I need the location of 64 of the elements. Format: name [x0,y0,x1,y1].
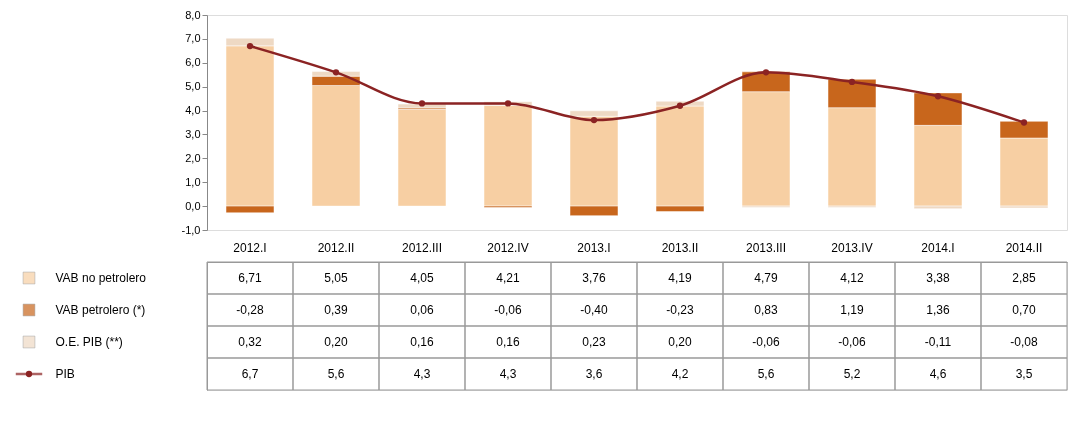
y-tick-label: 3,0 [185,127,201,140]
data-label: 6,71 [238,271,262,285]
data-label: 1,36 [926,303,950,317]
data-label: 0,39 [324,303,348,317]
data-label: 5,05 [324,271,348,285]
legend-label: VAB petrolero (*) [55,303,146,317]
x-tick-label: 2012.I [233,240,267,255]
data-label: -0,06 [752,335,780,349]
x-tick-label: 2012.II [317,240,355,255]
data-label: 0,70 [1012,303,1036,317]
data-label: -0,06 [494,303,522,317]
y-tick-label: -1,0 [181,223,201,236]
y-tick-label: 6,0 [185,56,201,69]
data-label: 4,2 [671,367,689,381]
y-tick-label: 4,0 [185,104,201,117]
y-tick-label: 1,0 [185,175,201,188]
data-label: -0,11 [924,335,952,349]
data-label: 4,12 [840,271,864,285]
data-label: 5,6 [757,367,775,381]
x-tick-label: 2013.I [577,240,611,255]
data-label: 0,20 [324,335,348,349]
data-label: 3,38 [926,271,950,285]
data-label: 5,2 [843,367,861,381]
y-tick-label: 2,0 [185,151,201,164]
data-label: 2,85 [1012,271,1036,285]
y-tick-label: 5,0 [185,80,201,93]
data-label: 4,19 [668,271,692,285]
data-label: 3,6 [585,367,603,381]
data-label: 4,3 [499,367,517,381]
data-label: 4,79 [754,271,778,285]
data-label: -0,08 [1010,335,1038,349]
data-label: 0,20 [668,335,692,349]
data-label: 5,6 [327,367,345,381]
data-label: -0,23 [666,303,694,317]
x-tick-label: 2012.III [401,240,443,255]
data-label: -0,28 [236,303,264,317]
x-tick-label: 2014.II [1005,240,1043,255]
legend-label: VAB no petrolero [55,271,147,285]
y-tick-label: 0,0 [185,199,201,212]
data-label: -0,06 [838,335,866,349]
data-label: 3,76 [582,271,606,285]
data-label: 6,7 [241,367,259,381]
data-label: 0,16 [496,335,520,349]
data-label: 4,05 [410,271,434,285]
data-label: 4,6 [929,367,947,381]
x-tick-label: 2013.III [745,240,787,255]
data-label: 0,06 [410,303,434,317]
y-tick-label: 7,0 [185,32,201,45]
data-label: 3,5 [1015,367,1033,381]
data-label: 0,16 [410,335,434,349]
x-tick-label: 2012.IV [487,240,529,255]
y-tick-label: 8,0 [185,8,201,21]
x-tick-label: 2014.I [921,240,955,255]
x-tick-label: 2013.IV [831,240,873,255]
data-label: 4,21 [496,271,520,285]
data-label: 0,32 [238,335,262,349]
x-tick-label: 2013.II [661,240,699,255]
data-label: 4,3 [413,367,431,381]
data-label: 0,83 [754,303,778,317]
legend-label: O.E. PIB (**) [55,335,123,349]
data-label: 0,23 [582,335,606,349]
data-label: -0,40 [580,303,608,317]
legend-label: PIB [55,367,75,381]
data-label: 1,19 [840,303,864,317]
